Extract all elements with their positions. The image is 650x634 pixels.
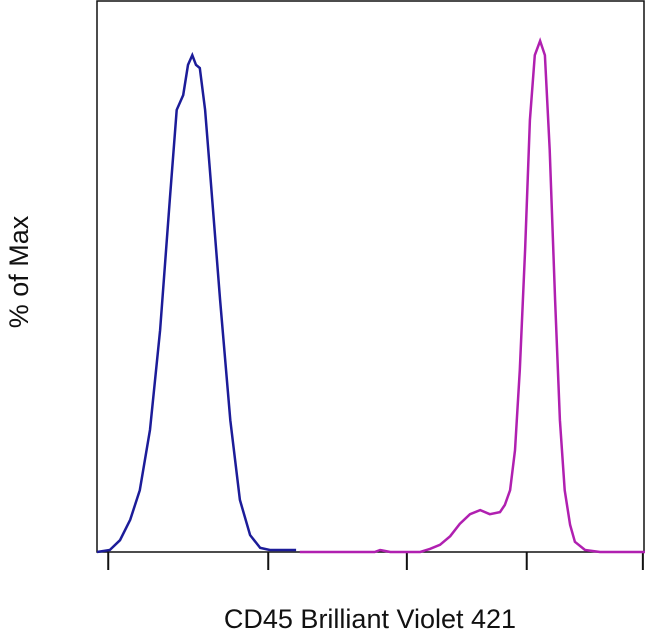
plot-frame [96, 0, 645, 553]
y-axis-label: % of Max [4, 215, 34, 328]
histogram-line [299, 37, 645, 554]
x-axis-label: CD45 Brilliant Violet 421 [224, 604, 516, 634]
histogram-line [96, 51, 297, 554]
